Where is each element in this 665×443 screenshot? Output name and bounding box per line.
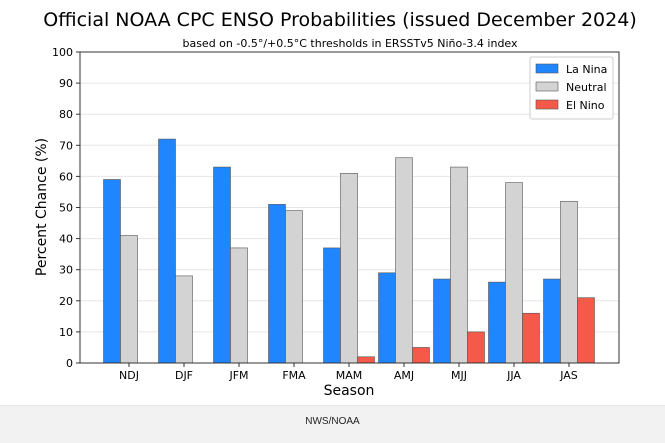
bar-neutral	[120, 235, 138, 364]
bar-la-nina	[378, 272, 396, 364]
bar-neutral	[505, 182, 523, 364]
bar-la-nina	[103, 179, 121, 364]
y-tick-label: 80	[59, 108, 73, 121]
x-tick-label: JJA	[506, 369, 521, 382]
chart-subtitle: based on -0.5°/+0.5°C thresholds in ERSS…	[182, 37, 518, 50]
bar-neutral	[285, 210, 303, 364]
legend-swatch	[535, 99, 559, 110]
y-tick-label: 20	[59, 295, 73, 308]
y-tick-label: 100	[52, 46, 73, 59]
bar-la-nina	[268, 204, 286, 364]
y-tick-label: 70	[59, 139, 73, 152]
bar-la-nina	[433, 278, 451, 364]
y-tick-label: 0	[66, 357, 73, 370]
bar-la-nina	[158, 138, 176, 364]
x-tick-label: JFM	[228, 369, 248, 382]
chart-figure: Official NOAA CPC ENSO Probabilities (is…	[34, 9, 637, 399]
legend-swatch	[535, 63, 559, 74]
legend-label: Neutral	[566, 81, 607, 94]
bar-la-nina	[213, 166, 231, 364]
bar-neutral	[175, 275, 193, 364]
y-tick-label: 30	[59, 264, 73, 277]
bar-neutral	[560, 200, 578, 364]
bars	[103, 138, 595, 364]
bar-la-nina	[323, 247, 341, 364]
x-axis-label: Season	[324, 383, 375, 399]
bar-neutral	[450, 166, 468, 364]
x-tick-label: AMJ	[394, 369, 414, 382]
x-tick-label: MAM	[336, 369, 363, 382]
y-tick-label: 10	[59, 326, 73, 339]
bar-la-nina	[543, 278, 561, 364]
x-tick-label: MJJ	[451, 369, 467, 382]
y-axis-label: Percent Chance (%)	[34, 138, 50, 276]
legend-swatch	[535, 81, 559, 92]
image-credit: NWS/NOAA	[305, 416, 360, 427]
x-tick-label: FMA	[282, 369, 306, 382]
bar-neutral	[340, 172, 358, 364]
legend-label: El Nino	[566, 99, 605, 112]
x-tick-label: JAS	[559, 369, 578, 382]
y-tick-label: 90	[59, 77, 73, 90]
chart-svg: Official NOAA CPC ENSO Probabilities (is…	[34, 9, 637, 399]
y-tick-label: 60	[59, 170, 73, 183]
legend-label: La Nina	[566, 63, 607, 76]
legend: La Nina Neutral El Nino	[529, 56, 614, 120]
bar-el-nino	[357, 356, 375, 364]
caption-bar: NWS/NOAA	[0, 405, 665, 443]
x-tick-label: NDJ	[119, 369, 139, 382]
bar-neutral	[230, 247, 248, 364]
x-axis-ticks: NDJ DJF JFM FMA MAM AMJ MJJ JJA JAS	[119, 363, 578, 382]
chart-title: Official NOAA CPC ENSO Probabilities (is…	[43, 9, 636, 31]
bar-el-nino	[522, 312, 540, 364]
y-tick-label: 50	[59, 202, 73, 215]
y-tick-label: 40	[59, 233, 73, 246]
y-axis-ticks: 0 10 20 30 40 50 60 70 80 90 100	[52, 46, 80, 370]
bar-el-nino	[467, 331, 485, 364]
bar-el-nino	[412, 347, 430, 364]
bar-el-nino	[577, 297, 595, 364]
bar-la-nina	[488, 281, 506, 364]
bar-neutral	[395, 157, 413, 364]
x-tick-label: DJF	[175, 369, 193, 382]
